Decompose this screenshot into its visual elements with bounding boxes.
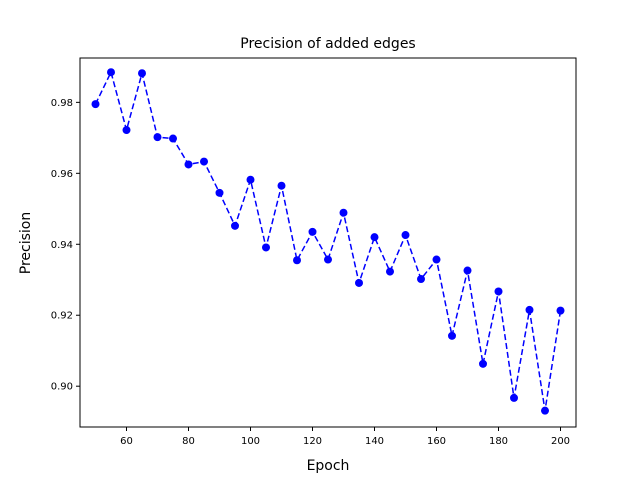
data-point [246, 175, 255, 184]
chart-title: Precision of added edges [240, 36, 415, 52]
x-tick-label: 160 [427, 436, 446, 447]
data-point [200, 157, 208, 166]
y-tick-label: 0.90 [51, 382, 73, 393]
y-axis: 0.90 0.92 0.94 0.96 0.98 [51, 98, 80, 393]
data-point [479, 359, 487, 368]
y-tick-label: 0.94 [51, 240, 73, 251]
y-tick-label: 0.98 [51, 98, 73, 109]
data-point [184, 160, 193, 169]
data-point [324, 255, 332, 264]
data-point [494, 287, 503, 296]
data-point [262, 243, 270, 252]
data-point [293, 256, 301, 265]
axes-frame [79, 57, 577, 428]
y-tick-label: 0.92 [51, 311, 73, 322]
data-point [386, 267, 394, 276]
data-point [215, 188, 224, 197]
data-point [231, 221, 239, 230]
data-point [153, 133, 162, 142]
data-point [107, 68, 115, 77]
data-point [401, 231, 410, 240]
plot-area [91, 68, 565, 415]
x-axis-title: Epoch [307, 458, 350, 474]
x-tick-label: 100 [241, 436, 260, 447]
x-tick-label: 60 [120, 436, 133, 447]
x-tick-label: 120 [303, 436, 322, 447]
data-point [339, 208, 348, 217]
data-point [91, 100, 100, 109]
x-tick-label: 180 [489, 436, 508, 447]
data-point [370, 233, 379, 242]
data-point [308, 227, 317, 236]
data-point [138, 69, 146, 78]
data-point [417, 275, 425, 284]
x-axis: 60 80 100 120 140 160 180 200 [120, 427, 570, 447]
data-point [541, 406, 549, 415]
data-point [355, 278, 363, 287]
data-point [556, 306, 565, 315]
data-point [122, 126, 131, 135]
data-point [432, 255, 441, 264]
x-tick-label: 80 [182, 436, 195, 447]
data-point [277, 181, 286, 190]
data-point [463, 266, 472, 275]
data-point [525, 305, 534, 314]
y-tick-label: 0.96 [51, 169, 73, 180]
y-axis-title: Precision [18, 212, 34, 274]
x-tick-label: 200 [551, 436, 570, 447]
x-tick-label: 140 [365, 436, 384, 447]
data-point [510, 393, 518, 402]
data-point [448, 331, 456, 340]
data-point [169, 134, 177, 143]
